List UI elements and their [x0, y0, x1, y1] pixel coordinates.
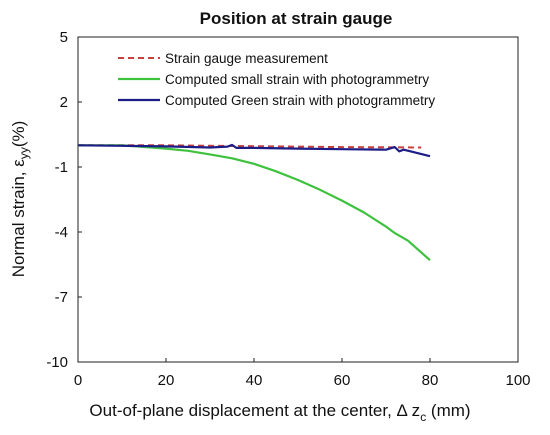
legend-label-computed-green-strain-with-photogrammetry: Computed Green strain with photogrammetr… [165, 93, 435, 108]
tick-layer: 0 20 40 60 80 100 5 2 -1 -4 -7 -10 [46, 29, 530, 389]
y-tick-label: 2 [60, 94, 68, 111]
x-axis-label-unit: (mm) [426, 401, 470, 420]
series-layer [77, 143, 431, 262]
x-tick-label: 0 [74, 372, 82, 389]
series-line-computed-green-strain-with-photogrammetry [77, 143, 431, 158]
y-axis-label-subscript: yy [17, 147, 31, 159]
x-axis-label: Out-of-plane displacement at the center,… [89, 401, 470, 424]
x-tick-label: 80 [422, 372, 439, 389]
y-tick-label: 5 [60, 29, 68, 46]
y-tick-label: -7 [55, 289, 68, 306]
plot-area: 0 20 40 60 80 100 5 2 -1 -4 -7 -10 [46, 29, 530, 389]
plot-frame [77, 36, 519, 363]
chart-title: Position at strain gauge [200, 9, 393, 28]
y-tick-label: -10 [46, 354, 68, 371]
y-axis-label: Normal strain, εyy(%) [9, 121, 31, 278]
x-axis-label-subscript: c [420, 410, 426, 424]
x-tick-label: 100 [505, 372, 530, 389]
y-axis-label-unit: (%) [9, 121, 28, 147]
y-tick-label: -1 [55, 159, 68, 176]
legend-label-computed-small-strain-with-photogrammetry: Computed small strain with photogrammetr… [165, 72, 429, 87]
y-tick-label: -4 [55, 224, 68, 241]
x-tick-label: 60 [334, 372, 351, 389]
x-tick-label: 40 [246, 372, 263, 389]
series-line-strain-gauge-measurement [78, 144, 422, 149]
x-tick-label: 20 [158, 372, 175, 389]
legend-label-strain-gauge-measurement: Strain gauge measurement [165, 51, 328, 66]
legend: Strain gauge measurement Computed small s… [118, 51, 435, 108]
series-line-computed-small-strain-with-photogrammetry [78, 144, 431, 262]
